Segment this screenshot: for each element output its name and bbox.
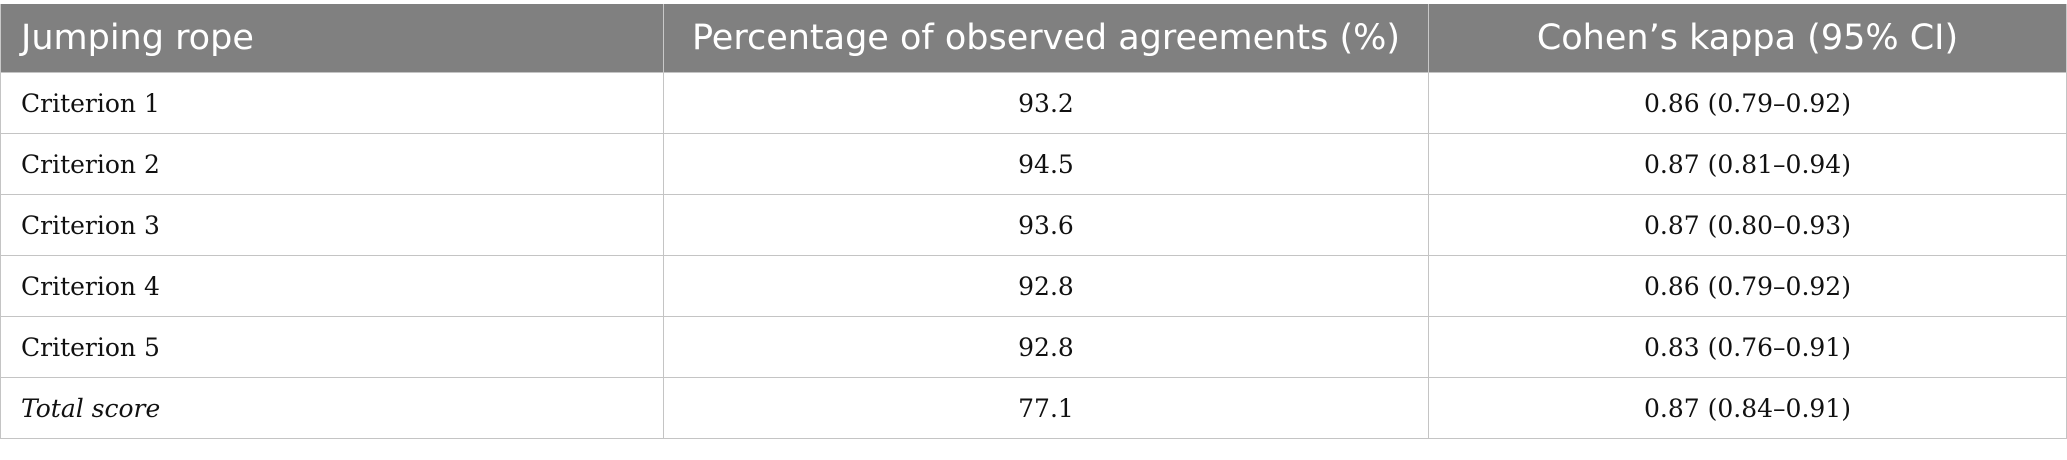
agreement-value: 92.8	[663, 316, 1429, 378]
table-row-total: Total score 77.1 0.87 (0.84–0.91)	[0, 377, 2067, 439]
row-label: Criterion 2	[0, 133, 664, 195]
header-percentage-agreements: Percentage of observed agreements (%)	[663, 4, 1429, 73]
table-row: Criterion 2 94.5 0.87 (0.81–0.94)	[0, 133, 2067, 195]
kappa-value: 0.87 (0.80–0.93)	[1428, 194, 2067, 256]
row-label: Criterion 5	[0, 316, 664, 378]
agreement-value: 94.5	[663, 133, 1429, 195]
table-row: Criterion 3 93.6 0.87 (0.80–0.93)	[0, 194, 2067, 256]
table-body: Criterion 1 93.2 0.86 (0.79–0.92) Criter…	[0, 72, 2067, 439]
agreement-value: 77.1	[663, 377, 1429, 439]
table-row: Criterion 4 92.8 0.86 (0.79–0.92)	[0, 255, 2067, 317]
agreement-table: Jumping rope Percentage of observed agre…	[0, 4, 2067, 439]
agreement-value: 92.8	[663, 255, 1429, 317]
header-cohens-kappa: Cohen’s kappa (95% CI)	[1428, 4, 2067, 73]
kappa-value: 0.86 (0.79–0.92)	[1428, 72, 2067, 134]
header-jumping-rope: Jumping rope	[0, 4, 664, 73]
kappa-value: 0.86 (0.79–0.92)	[1428, 255, 2067, 317]
kappa-value: 0.87 (0.81–0.94)	[1428, 133, 2067, 195]
table-header: Jumping rope Percentage of observed agre…	[0, 4, 2067, 73]
row-label: Criterion 3	[0, 194, 664, 256]
row-label: Criterion 4	[0, 255, 664, 317]
header-row: Jumping rope Percentage of observed agre…	[0, 4, 2067, 73]
kappa-value: 0.87 (0.84–0.91)	[1428, 377, 2067, 439]
table-container: Jumping rope Percentage of observed agre…	[0, 4, 2067, 439]
agreement-value: 93.2	[663, 72, 1429, 134]
row-label-total: Total score	[0, 377, 664, 439]
kappa-value: 0.83 (0.76–0.91)	[1428, 316, 2067, 378]
table-row: Criterion 5 92.8 0.83 (0.76–0.91)	[0, 316, 2067, 378]
row-label: Criterion 1	[0, 72, 664, 134]
table-row: Criterion 1 93.2 0.86 (0.79–0.92)	[0, 72, 2067, 134]
agreement-value: 93.6	[663, 194, 1429, 256]
